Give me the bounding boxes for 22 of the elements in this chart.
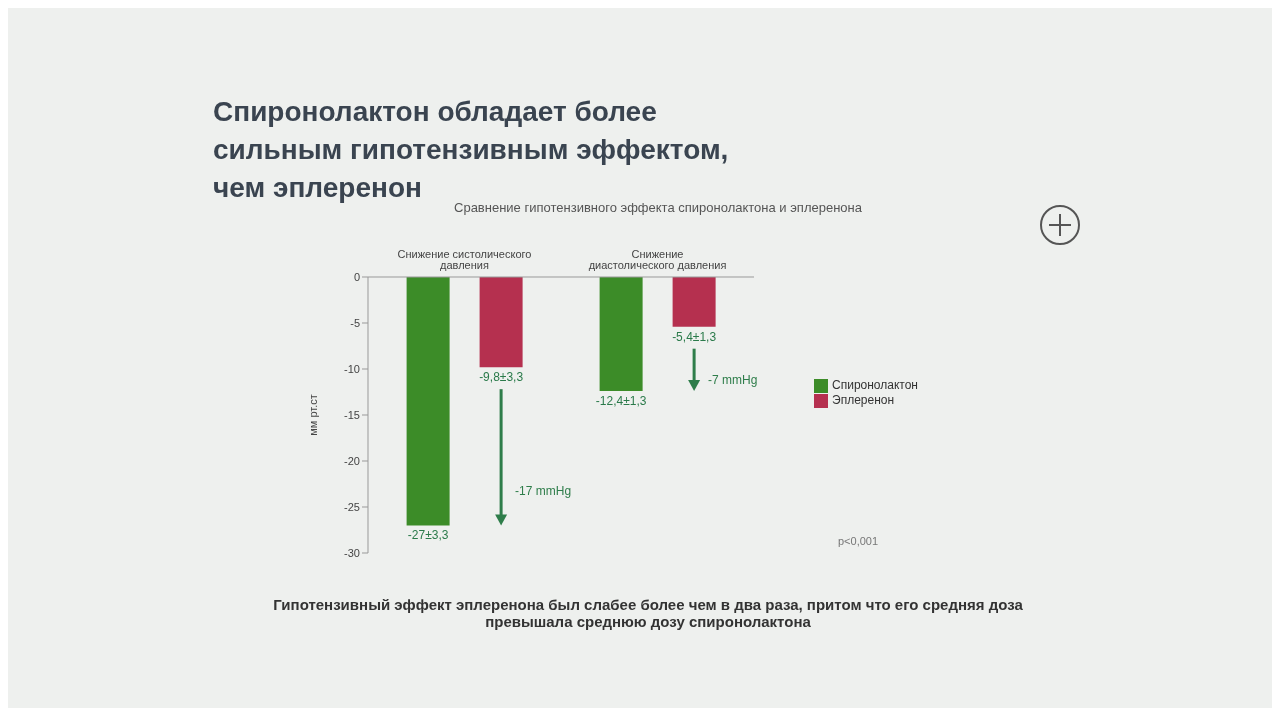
legend-label: Эплеренон bbox=[832, 393, 895, 407]
data-label: -12,4±1,3 bbox=[595, 394, 647, 409]
y-tick-label: 0 bbox=[353, 270, 360, 283]
text: Гипотензивный эффект эплеренона был слабее более чем в два раза, притом что его средняя доза превышала среднюю дозу спиронолактона bbox=[272, 596, 1024, 630]
x-tick-label: Снижение систолического давления bbox=[397, 248, 532, 271]
y-tick-label: -10 bbox=[344, 362, 360, 375]
annotation: -17 mmHg bbox=[515, 483, 572, 498]
y-tick-label: -20 bbox=[344, 454, 360, 467]
text: p<0,001 bbox=[838, 535, 879, 547]
chart-subtitle: Сравнение гипотензивного эффекта спиронолактона и эплеренона bbox=[454, 200, 862, 215]
x-tick-label: Снижение диастолического давления bbox=[588, 248, 727, 271]
y-tick-label: -5 bbox=[350, 316, 360, 329]
annotation: -7 mmHg bbox=[708, 372, 758, 387]
data-label: -5,4±1,3 bbox=[672, 329, 717, 344]
y-tick-label: -25 bbox=[344, 500, 360, 513]
y-tick-label: -15 bbox=[344, 408, 360, 421]
chart-title: Спиронолактон обладает более сильным гипотензивным эффектом, чем эплеренон bbox=[213, 96, 729, 203]
y-axis-title: мм рт.ст bbox=[306, 394, 319, 436]
legend-label: Спиронолактон bbox=[832, 378, 918, 393]
y-tick-label: -30 bbox=[344, 546, 360, 559]
data-label: -27±3,3 bbox=[407, 528, 449, 543]
data-label: -9,8±3,3 bbox=[479, 370, 524, 385]
